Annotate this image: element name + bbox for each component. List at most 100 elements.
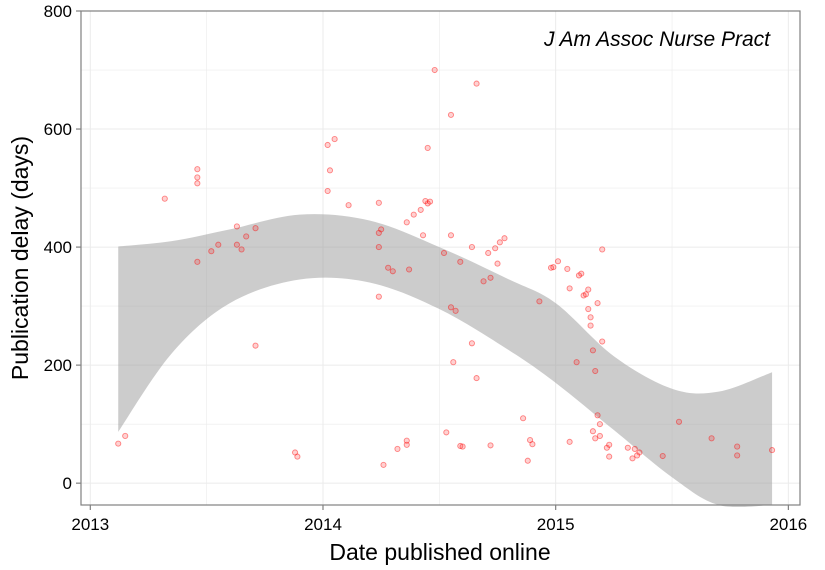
- data-point: [592, 367, 599, 375]
- data-point: [194, 166, 201, 173]
- data-point: [410, 211, 417, 218]
- data-point: [324, 141, 331, 149]
- plot-panel-border: [80, 10, 801, 506]
- data-point: [233, 241, 240, 248]
- data-point: [573, 359, 580, 366]
- data-point: [675, 418, 683, 425]
- data-point: [547, 264, 555, 271]
- data-point: [424, 144, 431, 151]
- data-point: [492, 245, 499, 252]
- data-point: [494, 260, 501, 267]
- data-point: [566, 438, 573, 445]
- x-tick-label: 2013: [71, 515, 109, 534]
- data-point: [473, 375, 480, 382]
- data-point: [447, 232, 455, 239]
- data-point: [447, 111, 455, 118]
- data-point: [599, 338, 606, 345]
- data-point: [587, 314, 594, 321]
- data-point: [527, 437, 534, 444]
- data-point: [422, 197, 429, 205]
- data-point: [487, 442, 494, 449]
- y-tick-label: 600: [44, 120, 72, 139]
- data-point: [496, 239, 503, 246]
- x-tick-label: 2015: [537, 515, 575, 534]
- data-point: [631, 445, 638, 452]
- data-point: [385, 264, 392, 271]
- data-point: [243, 233, 250, 240]
- data-point: [452, 307, 459, 314]
- data-point: [659, 452, 666, 460]
- data-point: [326, 167, 334, 174]
- y-tick-label: 400: [44, 238, 72, 257]
- data-point: [473, 80, 480, 87]
- data-point: [603, 444, 610, 451]
- data-point: [406, 266, 413, 273]
- data-point: [585, 286, 592, 293]
- x-axis: 2013 2014 2015 2016: [71, 505, 807, 534]
- data-point: [554, 258, 562, 265]
- y-tick-label: 0: [63, 474, 72, 493]
- x-tick-label: 2016: [769, 515, 807, 534]
- data-point: [375, 229, 382, 236]
- data-point: [578, 270, 585, 277]
- data-point: [606, 441, 613, 448]
- data-point: [375, 199, 382, 206]
- data-point: [331, 136, 338, 143]
- data-point: [520, 415, 527, 422]
- data-point: [624, 444, 631, 451]
- data-point: [375, 244, 382, 251]
- data-point: [115, 440, 122, 447]
- grid-lines: [81, 10, 800, 505]
- data-point: [419, 232, 427, 239]
- data-point: [480, 278, 487, 285]
- data-point: [238, 246, 245, 253]
- data-point: [457, 442, 464, 450]
- data-point: [468, 340, 475, 347]
- data-point: [447, 304, 455, 311]
- data-point: [585, 306, 592, 313]
- data-point: [575, 272, 582, 279]
- data-points: [115, 66, 776, 468]
- data-point: [582, 291, 589, 298]
- data-point: [194, 174, 201, 181]
- data-point: [324, 187, 331, 195]
- data-point: [606, 453, 613, 460]
- data-point: [378, 226, 385, 233]
- y-tick-label: 800: [44, 2, 72, 21]
- y-tick-label: 200: [44, 356, 72, 375]
- data-point: [122, 432, 129, 439]
- data-point: [594, 412, 601, 419]
- data-point: [589, 428, 596, 435]
- data-point: [252, 225, 259, 232]
- data-point: [580, 292, 587, 299]
- data-point: [501, 235, 508, 242]
- data-point: [734, 443, 741, 450]
- data-point: [194, 180, 201, 187]
- data-point: [389, 268, 396, 275]
- data-point: [636, 449, 643, 456]
- data-point: [734, 452, 741, 459]
- data-point: [457, 258, 464, 265]
- y-axis: 0 200 400 600 800: [44, 2, 81, 493]
- data-point: [592, 435, 599, 442]
- data-point: [524, 457, 531, 464]
- data-point: [431, 66, 438, 74]
- data-point: [599, 246, 606, 253]
- data-point: [443, 429, 450, 436]
- data-point: [215, 241, 222, 248]
- data-point: [345, 202, 352, 209]
- data-point: [440, 249, 448, 257]
- data-point: [529, 441, 536, 448]
- data-point: [294, 453, 301, 460]
- data-point: [629, 455, 636, 462]
- data-point: [566, 285, 573, 292]
- data-point: [380, 461, 387, 468]
- data-point: [769, 447, 776, 454]
- data-point: [417, 206, 424, 213]
- data-point: [594, 300, 601, 307]
- data-point: [292, 449, 299, 456]
- data-point: [394, 445, 401, 452]
- data-point: [252, 342, 259, 349]
- data-point: [233, 223, 240, 230]
- data-point: [596, 421, 603, 428]
